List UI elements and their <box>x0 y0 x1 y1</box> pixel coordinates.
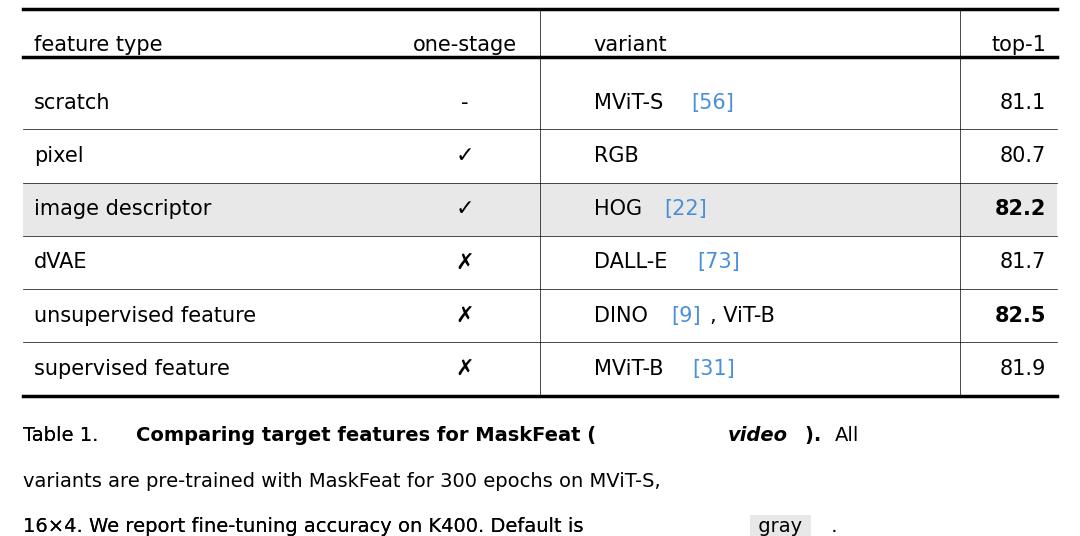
Text: 16×4. We report fine-tuning accuracy on K400. Default is: 16×4. We report fine-tuning accuracy on … <box>23 517 590 536</box>
Text: MViT-B: MViT-B <box>594 359 670 379</box>
Text: Table 1.: Table 1. <box>23 426 111 445</box>
Text: top-1: top-1 <box>991 35 1047 55</box>
Text: ✗: ✗ <box>456 306 474 326</box>
Text: Comparing target features for MaskFeat (: Comparing target features for MaskFeat ( <box>136 426 596 445</box>
Text: [9]: [9] <box>672 306 701 326</box>
Text: supervised feature: supervised feature <box>33 359 230 379</box>
Text: MViT-S: MViT-S <box>594 93 670 113</box>
Text: 81.1: 81.1 <box>1000 93 1047 113</box>
Text: ✗: ✗ <box>456 359 474 379</box>
Text: [31]: [31] <box>692 359 734 379</box>
Text: unsupervised feature: unsupervised feature <box>33 306 256 326</box>
Text: All: All <box>835 426 860 445</box>
Text: [56]: [56] <box>691 93 734 113</box>
Text: DINO: DINO <box>594 306 654 326</box>
Text: ).: ). <box>806 426 828 445</box>
Text: pixel: pixel <box>33 146 83 166</box>
Text: variant: variant <box>594 35 667 55</box>
Text: dVAE: dVAE <box>33 252 87 272</box>
Text: one-stage: one-stage <box>413 35 516 55</box>
Text: video: video <box>728 426 788 445</box>
Text: Table 1.: Table 1. <box>23 426 105 445</box>
Text: DALL-E: DALL-E <box>594 252 674 272</box>
Text: variants are pre-trained with MaskFeat for 300 epochs on MViT-S,: variants are pre-trained with MaskFeat f… <box>23 472 661 490</box>
Text: 80.7: 80.7 <box>1000 146 1047 166</box>
FancyBboxPatch shape <box>23 183 1057 236</box>
Text: feature type: feature type <box>33 35 162 55</box>
Text: 81.9: 81.9 <box>1000 359 1047 379</box>
Text: 81.7: 81.7 <box>1000 252 1047 272</box>
Text: 82.2: 82.2 <box>995 199 1047 219</box>
Text: ✗: ✗ <box>456 252 474 272</box>
Text: ✓: ✓ <box>456 199 474 219</box>
Text: HOG: HOG <box>594 199 649 219</box>
Text: scratch: scratch <box>33 93 110 113</box>
Text: , ViT-B: , ViT-B <box>710 306 774 326</box>
Text: ✓: ✓ <box>456 146 474 166</box>
Text: gray: gray <box>753 517 809 536</box>
Text: image descriptor: image descriptor <box>33 199 211 219</box>
Text: .: . <box>825 517 837 536</box>
Text: 82.5: 82.5 <box>995 306 1047 326</box>
Text: RGB: RGB <box>594 146 638 166</box>
Text: -: - <box>461 93 469 113</box>
Text: [73]: [73] <box>697 252 740 272</box>
Text: [22]: [22] <box>664 199 707 219</box>
Text: 16×4. We report fine-tuning accuracy on K400. Default is: 16×4. We report fine-tuning accuracy on … <box>23 517 590 536</box>
